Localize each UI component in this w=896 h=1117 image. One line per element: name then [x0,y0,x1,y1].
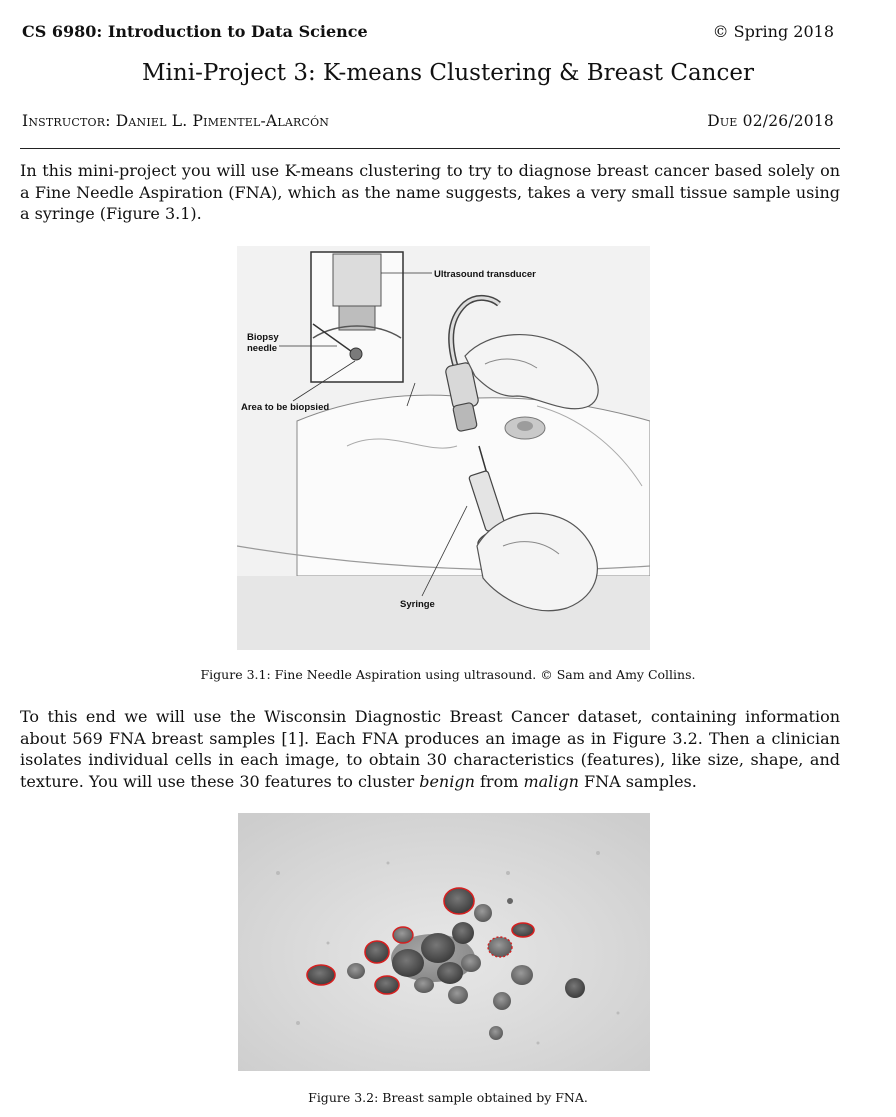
label-area-biopsied: Area to be biopsied [241,402,329,413]
intro-paragraph: In this mini-project you will use K-mean… [20,161,840,223]
figure-3-1-caption: Figure 3.1: Fine Needle Aspiration using… [200,667,696,682]
figure-fna-illustration: Ultrasound transducer Biopsy needle Area… [237,246,650,650]
benign-term: benign [419,771,475,791]
header-rule [20,148,840,149]
figure-fna-sample-image [238,813,650,1071]
term-label: © Spring 2018 [712,22,834,41]
due-date: Due 02/26/2018 [707,112,834,130]
label-syringe: Syringe [400,599,435,610]
course-title: CS 6980: Introduction to Data Science [22,22,368,41]
from-text: from [474,771,524,791]
header-top-row: CS 6980: Introduction to Data Science © … [22,22,834,41]
fna-illustration-icon: Ultrasound transducer Biopsy needle Area… [237,251,650,650]
label-biopsy-needle-1: Biopsy [247,332,279,343]
document-title: Mini-Project 3: K-means Clustering & Bre… [142,60,754,86]
microscopy-image-icon [238,813,650,1071]
dataset-paragraph: To this end we will use the Wisconsin Di… [20,706,840,792]
header-info-row: Instructor: Daniel L. Pimentel-Alarcón D… [22,112,834,130]
label-biopsy-needle-2: needle [247,343,277,354]
samples-text: FNA samples. [578,771,697,791]
label-ultrasound-transducer: Ultrasound transducer [434,269,536,280]
figure-3-2-caption: Figure 3.2: Breast sample obtained by FN… [308,1090,588,1105]
dataset-text: To this end we will use the Wisconsin Di… [20,707,840,791]
instructor-label: Instructor: Daniel L. Pimentel-Alarcón [22,112,330,130]
malign-term: malign [523,771,579,791]
